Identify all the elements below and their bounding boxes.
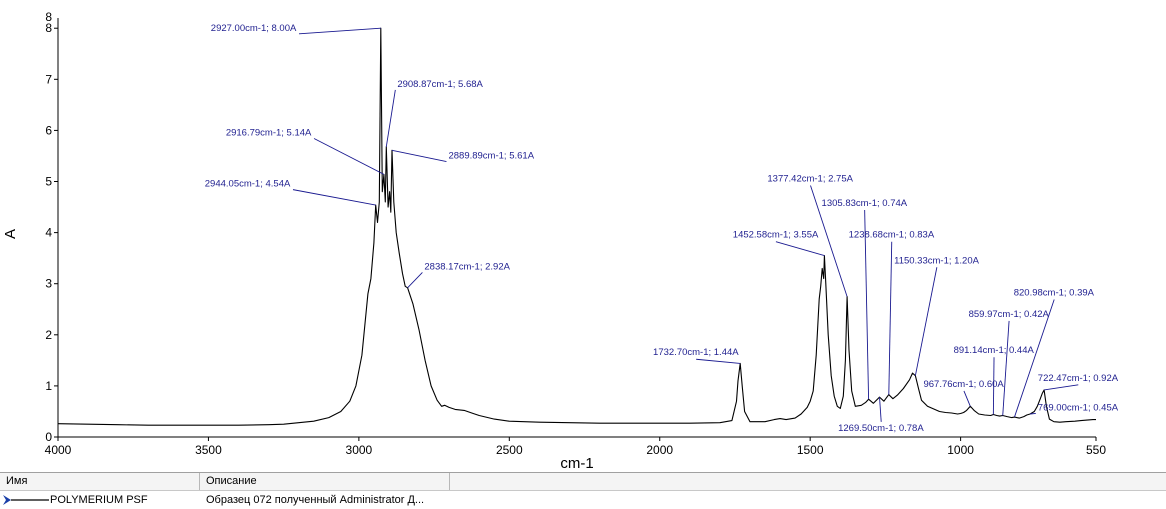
y-axis-title: A — [2, 229, 19, 239]
y-tick-label: 6 — [45, 123, 52, 137]
peak-annotations: 2927.00cm-1; 8.00A 2908.87cm-1; 5.68A 2916… — [205, 23, 1119, 434]
series-description: Образец 072 полученный Administrator Д..… — [206, 494, 425, 506]
x-axis-title: cm-1 — [560, 455, 593, 472]
peak-annotation-label: 769.00cm-1; 0.45A — [1038, 402, 1119, 413]
spectrum-series-line — [57, 27, 1096, 426]
x-tick-label: 4000 — [45, 443, 72, 457]
peak-annotation-label: 820.98cm-1; 0.39A — [1014, 287, 1095, 298]
plot-area — [57, 27, 1096, 426]
peak-leader-line — [1002, 320, 1010, 416]
y-tick-label: 5 — [45, 175, 52, 189]
x-tick-label: 2000 — [646, 443, 673, 457]
peak-annotation-label: 967.76cm-1; 0.60A — [923, 379, 1004, 390]
peak-leader-line — [407, 272, 423, 289]
peak-annotation-label: 1377.42cm-1; 2.75A — [767, 174, 853, 185]
peak-leader-line — [391, 149, 447, 162]
y-tick-label: 1 — [45, 379, 52, 393]
column-header-description[interactable]: Описание — [206, 475, 257, 487]
peak-annotation-label: 722.47cm-1; 0.92A — [1038, 373, 1119, 384]
peak-annotation-label: 1150.33cm-1; 1.20A — [894, 255, 980, 266]
peak-leader-line — [1030, 412, 1036, 415]
x-tick-label: 550 — [1086, 443, 1106, 457]
peak-leader-line — [864, 210, 870, 400]
x-tick-label: 3500 — [195, 443, 222, 457]
series-marker-icon — [3, 495, 49, 505]
y-tick-label: 3 — [45, 277, 52, 291]
peak-annotation-label: 2944.05cm-1; 4.54A — [205, 179, 291, 190]
chart-svg: 4000 3500 3000 2500 2000 1500 1000 550 0 1 2 3 4 5 6 7 8… — [2, 10, 1119, 472]
peak-annotation-label: 1269.50cm-1; 0.78A — [838, 423, 924, 434]
x-tick-label: 3000 — [346, 443, 373, 457]
column-divider[interactable] — [199, 473, 200, 490]
y-tick-label: 8 — [45, 21, 52, 35]
peak-annotation-label: 1305.83cm-1; 0.74A — [822, 198, 908, 209]
peak-leader-line — [879, 397, 882, 422]
y-tick-label: 4 — [45, 226, 52, 240]
y-tick-label: 7 — [45, 72, 52, 86]
peak-annotation-label: 2838.17cm-1; 2.92A — [424, 261, 510, 272]
legend-row[interactable]: POLYMERIUM PSF Образец 072 полученный Ad… — [0, 491, 1166, 509]
x-tick-label: 1000 — [947, 443, 974, 457]
peak-annotation-label: 1238.68cm-1; 0.83A — [849, 230, 935, 241]
peak-leader-line — [914, 267, 938, 376]
peak-leader-line — [1044, 384, 1079, 391]
peak-leader-line — [888, 241, 893, 395]
x-tick-label: 2500 — [496, 443, 523, 457]
series-name: POLYMERIUM PSF — [50, 494, 148, 506]
peak-annotation-label: 2916.79cm-1; 5.14A — [226, 128, 312, 139]
peak-leader-line — [992, 357, 995, 415]
legend-header: Имя Описание — [0, 473, 1166, 491]
peak-leader-line — [775, 241, 825, 257]
y-tick-label: 0 — [45, 430, 52, 444]
column-divider[interactable] — [449, 473, 450, 490]
column-header-name[interactable]: Имя — [6, 475, 28, 487]
peak-leader-line — [696, 358, 741, 364]
peak-annotation-label: 1732.70cm-1; 1.44A — [653, 347, 739, 358]
peak-leader-line — [298, 27, 381, 35]
ticks: 4000 3500 3000 2500 2000 1500 1000 550 0 1 2 3 4 5 6 7 8… — [45, 10, 1107, 457]
peak-leader-line — [292, 189, 376, 206]
peak-annotation-label: 2927.00cm-1; 8.00A — [211, 23, 297, 34]
legend-table: Имя Описание POLYMERIUM PSF Образец 072 … — [0, 472, 1166, 509]
peak-leader-line — [313, 138, 385, 175]
peak-annotation-label: 859.97cm-1; 0.42A — [969, 309, 1050, 320]
peak-annotation-label: 891.14cm-1; 0.44A — [954, 345, 1035, 356]
peak-leader-line — [810, 185, 848, 297]
peak-leader-line — [385, 89, 396, 147]
x-tick-label: 1500 — [797, 443, 824, 457]
axes — [57, 18, 1096, 438]
peak-leader-line — [1014, 299, 1055, 418]
peak-annotation-label: 2908.87cm-1; 5.68A — [397, 79, 483, 90]
y-axis-top-label: 8 — [45, 10, 52, 24]
y-tick-label: 2 — [45, 328, 52, 342]
peak-annotation-label: 1452.58cm-1; 3.55A — [733, 230, 819, 241]
spectrum-chart: 4000 3500 3000 2500 2000 1500 1000 550 0 1 2 3 4 5 6 7 8… — [2, 10, 1119, 472]
peak-annotation-label: 2889.89cm-1; 5.61A — [448, 151, 534, 162]
peak-leader-line — [963, 390, 971, 407]
